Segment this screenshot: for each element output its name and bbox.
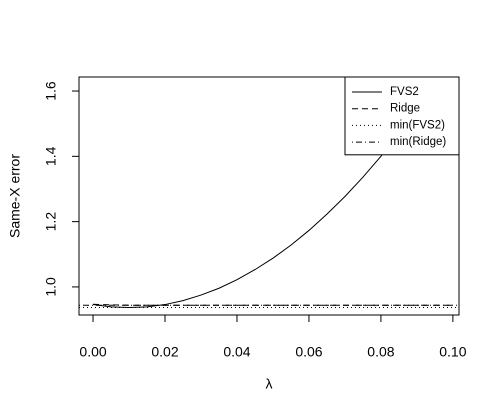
- x-tick-label: 0.08: [367, 344, 394, 360]
- legend-label: Ridge: [390, 103, 420, 115]
- y-tick-label: 1.4: [43, 146, 59, 166]
- y-tick-label: 1.2: [43, 212, 59, 232]
- legend: FVS2 Ridge min(FVS2) min(Ridge): [344, 76, 460, 156]
- legend-box: [344, 76, 460, 156]
- x-tick-label: 0.10: [439, 344, 466, 360]
- x-tick-label: 0.00: [79, 344, 106, 360]
- legend-label: min(FVS2): [390, 119, 445, 131]
- x-tick-label: 0.02: [151, 344, 178, 360]
- y-tick-label: 1.0: [43, 277, 59, 297]
- x-axis-label: λ: [266, 376, 273, 392]
- x-tick-label: 0.06: [295, 344, 322, 360]
- legend-label: FVS2: [390, 86, 419, 98]
- legend-label: min(Ridge): [390, 136, 446, 148]
- y-tick-label: 1.6: [43, 81, 59, 101]
- x-tick-label: 0.04: [223, 344, 250, 360]
- y-axis-label: Same-X error: [7, 154, 23, 238]
